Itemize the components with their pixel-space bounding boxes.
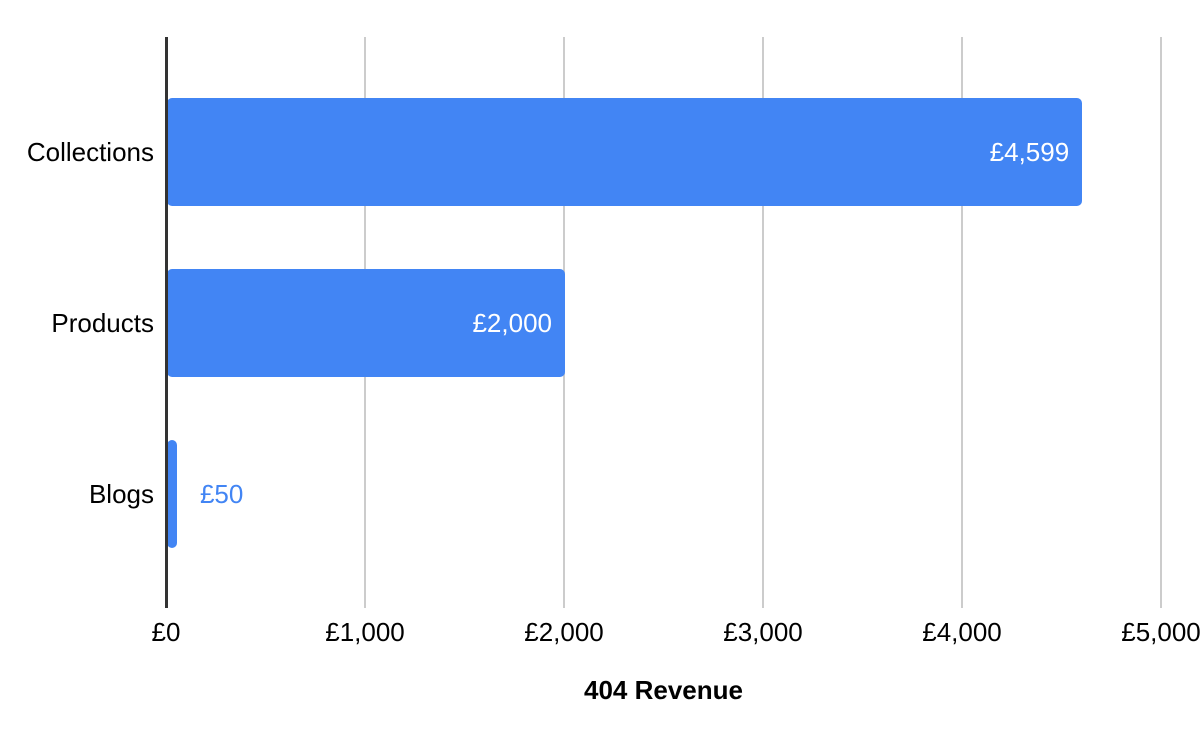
x-tick-label: £3,000 [723, 617, 803, 647]
category-label-products: Products [51, 307, 154, 338]
x-tick-label: £0 [151, 617, 181, 647]
category-label-collections: Collections [26, 136, 154, 167]
bar-blogs [167, 440, 177, 548]
bar-collections [167, 98, 1083, 206]
x-gridline [961, 37, 963, 608]
x-axis-title: 404 Revenue [584, 675, 743, 705]
value-label-blogs: £50 [199, 478, 244, 509]
value-label-products: £2,000 [472, 307, 552, 338]
x-tick-label: £4,000 [922, 617, 1002, 647]
x-tick-label: £1,000 [325, 617, 405, 647]
category-label-blogs: Blogs [88, 478, 154, 509]
x-tick-label: £5,000 [1121, 617, 1200, 647]
value-label-collections: £4,599 [989, 136, 1070, 167]
x-gridline [1160, 37, 1162, 608]
x-tick-label: £2,000 [524, 617, 604, 647]
x-gridline [762, 37, 764, 608]
bar-products [167, 269, 565, 377]
y-axis-baseline [164, 37, 168, 608]
